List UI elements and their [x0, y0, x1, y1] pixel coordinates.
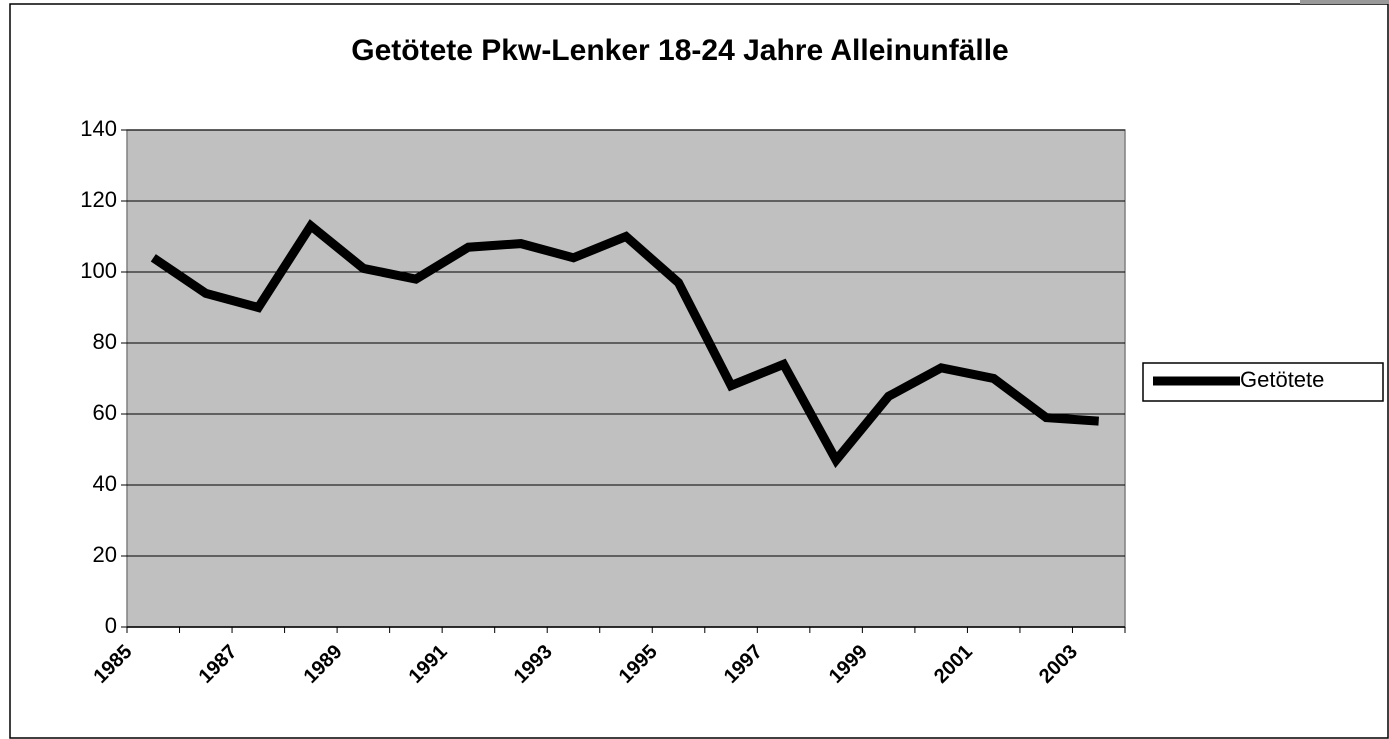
- legend-label: Getötete: [1240, 367, 1324, 392]
- y-tick-label: 120: [80, 187, 117, 212]
- data-line: [150, 219, 1099, 469]
- y-tick-label: 140: [80, 116, 117, 141]
- y-tick-label: 20: [93, 542, 117, 567]
- y-tick-label: 60: [93, 400, 117, 425]
- y-tick-label: 0: [105, 613, 117, 638]
- chart-title: Getötete Pkw-Lenker 18-24 Jahre Alleinun…: [351, 34, 1008, 67]
- y-tick-label: 40: [93, 471, 117, 496]
- plot-area: [126, 129, 1126, 628]
- y-tick-label: 80: [93, 329, 117, 354]
- y-tick-label: 100: [80, 258, 117, 283]
- window-edge: [1300, 0, 1389, 4]
